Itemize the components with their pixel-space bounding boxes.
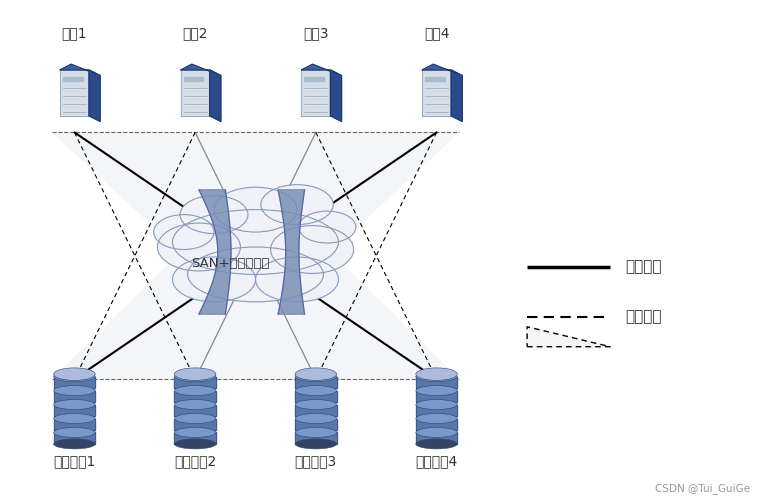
Ellipse shape: [214, 187, 297, 232]
Polygon shape: [52, 252, 459, 379]
Ellipse shape: [271, 226, 353, 274]
Ellipse shape: [54, 439, 95, 449]
Ellipse shape: [54, 386, 95, 396]
Text: 物理连接: 物理连接: [625, 260, 662, 275]
Ellipse shape: [416, 439, 458, 449]
Polygon shape: [199, 190, 231, 314]
Ellipse shape: [174, 368, 216, 381]
Polygon shape: [302, 64, 341, 76]
Polygon shape: [295, 376, 337, 388]
Polygon shape: [210, 70, 221, 121]
Polygon shape: [416, 376, 458, 388]
Text: CSDN @Tui_GuiGe: CSDN @Tui_GuiGe: [654, 483, 749, 494]
Polygon shape: [54, 405, 95, 416]
Text: 主朼2: 主朼2: [182, 26, 208, 40]
Text: 主朼1: 主朼1: [62, 26, 87, 40]
Ellipse shape: [173, 257, 255, 302]
Ellipse shape: [54, 427, 95, 437]
Ellipse shape: [54, 413, 95, 423]
Ellipse shape: [416, 413, 458, 423]
Text: SAN+虚拟化引擎: SAN+虚拟化引擎: [192, 257, 270, 270]
Ellipse shape: [174, 371, 216, 382]
Ellipse shape: [295, 427, 337, 437]
Polygon shape: [54, 418, 95, 430]
Ellipse shape: [174, 413, 216, 423]
Text: 主朼3: 主朼3: [303, 26, 328, 40]
Text: 磁盘阵共2: 磁盘阵共2: [174, 454, 217, 468]
Ellipse shape: [174, 439, 216, 449]
Polygon shape: [422, 70, 451, 116]
Polygon shape: [278, 190, 305, 314]
Ellipse shape: [174, 386, 216, 396]
Ellipse shape: [416, 400, 458, 410]
Polygon shape: [416, 432, 458, 444]
Polygon shape: [422, 64, 462, 76]
Ellipse shape: [174, 400, 216, 410]
Text: 逻辑范围: 逻辑范围: [625, 309, 662, 324]
Ellipse shape: [188, 247, 324, 302]
Polygon shape: [295, 418, 337, 430]
Ellipse shape: [173, 210, 338, 275]
Polygon shape: [302, 70, 331, 116]
Polygon shape: [54, 376, 95, 388]
Ellipse shape: [299, 211, 356, 243]
Text: 磁盘阵共3: 磁盘阵共3: [295, 454, 337, 468]
Polygon shape: [416, 391, 458, 402]
Polygon shape: [63, 78, 83, 82]
Polygon shape: [174, 405, 216, 416]
Polygon shape: [295, 405, 337, 416]
Ellipse shape: [261, 184, 333, 225]
Ellipse shape: [157, 223, 240, 271]
Ellipse shape: [154, 215, 214, 249]
Polygon shape: [451, 70, 462, 121]
Polygon shape: [174, 418, 216, 430]
Polygon shape: [174, 391, 216, 402]
Text: 磁盘阵共1: 磁盘阵共1: [53, 454, 96, 468]
Polygon shape: [89, 70, 100, 121]
Text: 主朼4: 主朼4: [424, 26, 449, 40]
Ellipse shape: [180, 196, 248, 233]
Polygon shape: [295, 391, 337, 402]
Polygon shape: [181, 64, 221, 76]
Polygon shape: [184, 78, 204, 82]
Ellipse shape: [295, 413, 337, 423]
Ellipse shape: [174, 427, 216, 437]
Polygon shape: [416, 405, 458, 416]
Ellipse shape: [295, 368, 337, 381]
Polygon shape: [295, 432, 337, 444]
Ellipse shape: [295, 386, 337, 396]
Text: 磁盘阵共4: 磁盘阵共4: [416, 454, 458, 468]
Polygon shape: [52, 133, 459, 252]
Polygon shape: [60, 64, 100, 76]
Ellipse shape: [416, 368, 458, 381]
Ellipse shape: [295, 439, 337, 449]
Polygon shape: [331, 70, 341, 121]
Ellipse shape: [416, 386, 458, 396]
Ellipse shape: [54, 371, 95, 382]
Polygon shape: [181, 70, 210, 116]
Ellipse shape: [295, 371, 337, 382]
Polygon shape: [174, 432, 216, 444]
Polygon shape: [527, 327, 610, 347]
Ellipse shape: [54, 400, 95, 410]
Ellipse shape: [255, 257, 338, 302]
Polygon shape: [174, 376, 216, 388]
Ellipse shape: [54, 368, 95, 381]
Polygon shape: [416, 418, 458, 430]
Ellipse shape: [416, 371, 458, 382]
Polygon shape: [304, 78, 325, 82]
Ellipse shape: [295, 400, 337, 410]
Polygon shape: [425, 78, 445, 82]
Polygon shape: [54, 391, 95, 402]
Ellipse shape: [416, 427, 458, 437]
Polygon shape: [60, 70, 89, 116]
Polygon shape: [54, 432, 95, 444]
